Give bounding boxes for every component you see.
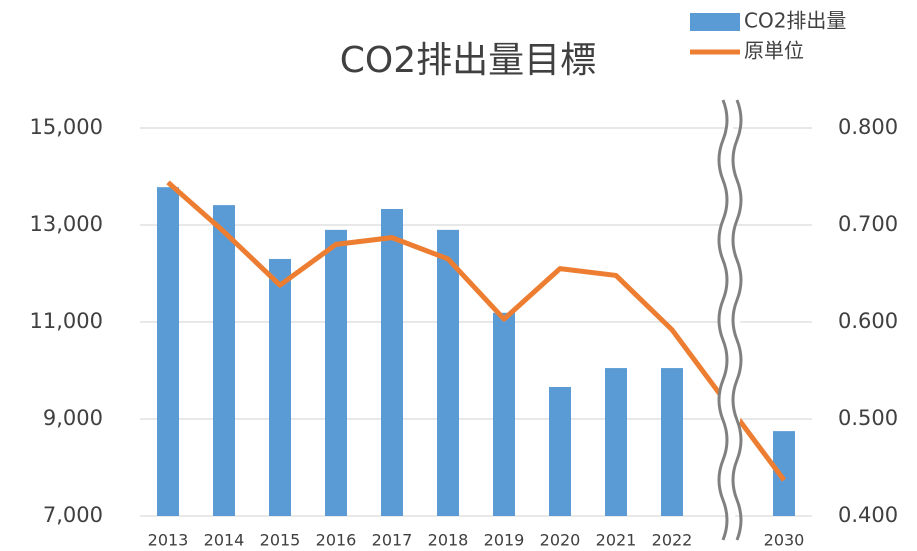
- bar: [549, 386, 571, 516]
- break-line: [731, 99, 743, 541]
- x-tick-label: 2021: [596, 531, 637, 550]
- y2-tick-label: 0.400: [838, 503, 898, 527]
- y-tick-label: 15,000: [30, 115, 103, 139]
- x-tick-label: 2013: [148, 531, 189, 550]
- bar: [157, 187, 179, 517]
- y-tick-label: 11,000: [30, 309, 103, 333]
- x-tick-label: 2016: [316, 531, 357, 550]
- y-tick-label: 13,000: [30, 212, 103, 236]
- bar: [269, 258, 291, 516]
- bar: [213, 205, 235, 517]
- y-tick-label: 9,000: [43, 406, 103, 430]
- bar: [605, 368, 627, 516]
- line: [166, 180, 787, 482]
- x-tick-label: 2020: [540, 531, 581, 550]
- marks: [157, 180, 795, 517]
- x-tick-label: 2014: [204, 531, 245, 550]
- x-tick-label: 2030: [764, 531, 805, 550]
- axis-break: [717, 99, 743, 551]
- x-tick-label: 2015: [260, 531, 301, 550]
- grid: 7,000 9,000 11,000 13,000 15,000 0.400 0.500 0.…: [30, 115, 899, 550]
- x-tick-label: 2018: [428, 531, 469, 550]
- x-tick-label: 2022: [652, 531, 693, 550]
- bar: [437, 229, 459, 516]
- y2-tick-label: 0.700: [838, 212, 898, 236]
- legend-swatch: [690, 13, 740, 31]
- x-tick-label: 2017: [372, 531, 413, 550]
- legend-label: 原単位: [744, 39, 804, 63]
- bar: [381, 208, 403, 516]
- bar: [325, 229, 347, 516]
- y2-tick-label: 0.800: [838, 115, 898, 139]
- break-fill: [719, 100, 741, 551]
- bar: [493, 312, 515, 516]
- break-line: [717, 99, 729, 541]
- chart-title: CO2排出量目標: [340, 40, 596, 81]
- legend-label: CO2排出量: [744, 9, 846, 33]
- y2-tick-label: 0.600: [838, 309, 898, 333]
- bar: [773, 431, 795, 516]
- y-tick-label: 7,000: [43, 503, 103, 527]
- y2-tick-label: 0.500: [838, 406, 898, 430]
- bar: [661, 368, 683, 516]
- x-tick-label: 2019: [484, 531, 525, 550]
